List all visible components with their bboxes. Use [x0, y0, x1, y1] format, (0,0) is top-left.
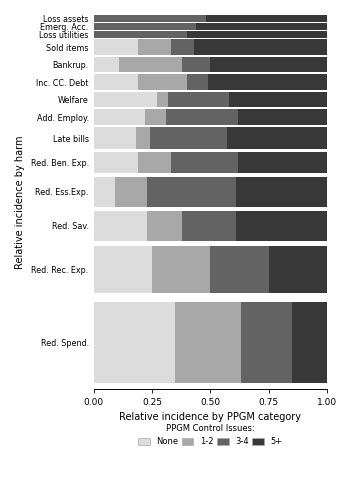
Bar	[94, 128, 136, 149]
Bar	[94, 246, 152, 293]
Bar	[119, 57, 182, 72]
Bar	[94, 110, 145, 125]
Bar	[236, 176, 327, 206]
Bar	[94, 210, 147, 240]
Bar	[94, 152, 138, 173]
Bar	[94, 92, 157, 108]
Bar	[194, 40, 327, 55]
Bar	[236, 210, 327, 240]
Bar	[94, 74, 138, 90]
Bar	[152, 246, 210, 293]
Bar	[114, 176, 147, 206]
Bar	[138, 152, 171, 173]
Bar	[206, 16, 327, 22]
Bar	[292, 302, 327, 383]
Bar	[210, 57, 327, 72]
Bar	[166, 110, 238, 125]
Bar	[171, 40, 194, 55]
Bar	[136, 128, 150, 149]
Y-axis label: Relative incidence by harm: Relative incidence by harm	[15, 135, 25, 268]
Bar	[229, 92, 327, 108]
Bar	[168, 92, 229, 108]
Bar	[150, 128, 227, 149]
Bar	[182, 210, 236, 240]
Bar	[238, 110, 327, 125]
Bar	[240, 302, 292, 383]
Bar	[94, 57, 119, 72]
Bar	[157, 92, 168, 108]
Bar	[147, 176, 236, 206]
Bar	[138, 74, 187, 90]
Bar	[145, 110, 166, 125]
Legend: None, 1-2, 3-4, 5+: None, 1-2, 3-4, 5+	[136, 422, 284, 448]
Bar	[196, 24, 327, 30]
Bar	[171, 152, 238, 173]
Bar	[269, 246, 327, 293]
Bar	[94, 31, 187, 38]
Bar	[147, 210, 182, 240]
Bar	[94, 24, 196, 30]
Bar	[138, 40, 171, 55]
Bar	[94, 302, 175, 383]
Bar	[238, 152, 327, 173]
Bar	[187, 74, 208, 90]
Bar	[94, 16, 206, 22]
Bar	[210, 246, 269, 293]
Bar	[94, 40, 138, 55]
X-axis label: Relative incidence by PPGM category: Relative incidence by PPGM category	[119, 412, 301, 422]
Bar	[208, 74, 327, 90]
Bar	[94, 176, 114, 206]
Bar	[182, 57, 210, 72]
Bar	[187, 31, 327, 38]
Bar	[227, 128, 327, 149]
Bar	[175, 302, 240, 383]
